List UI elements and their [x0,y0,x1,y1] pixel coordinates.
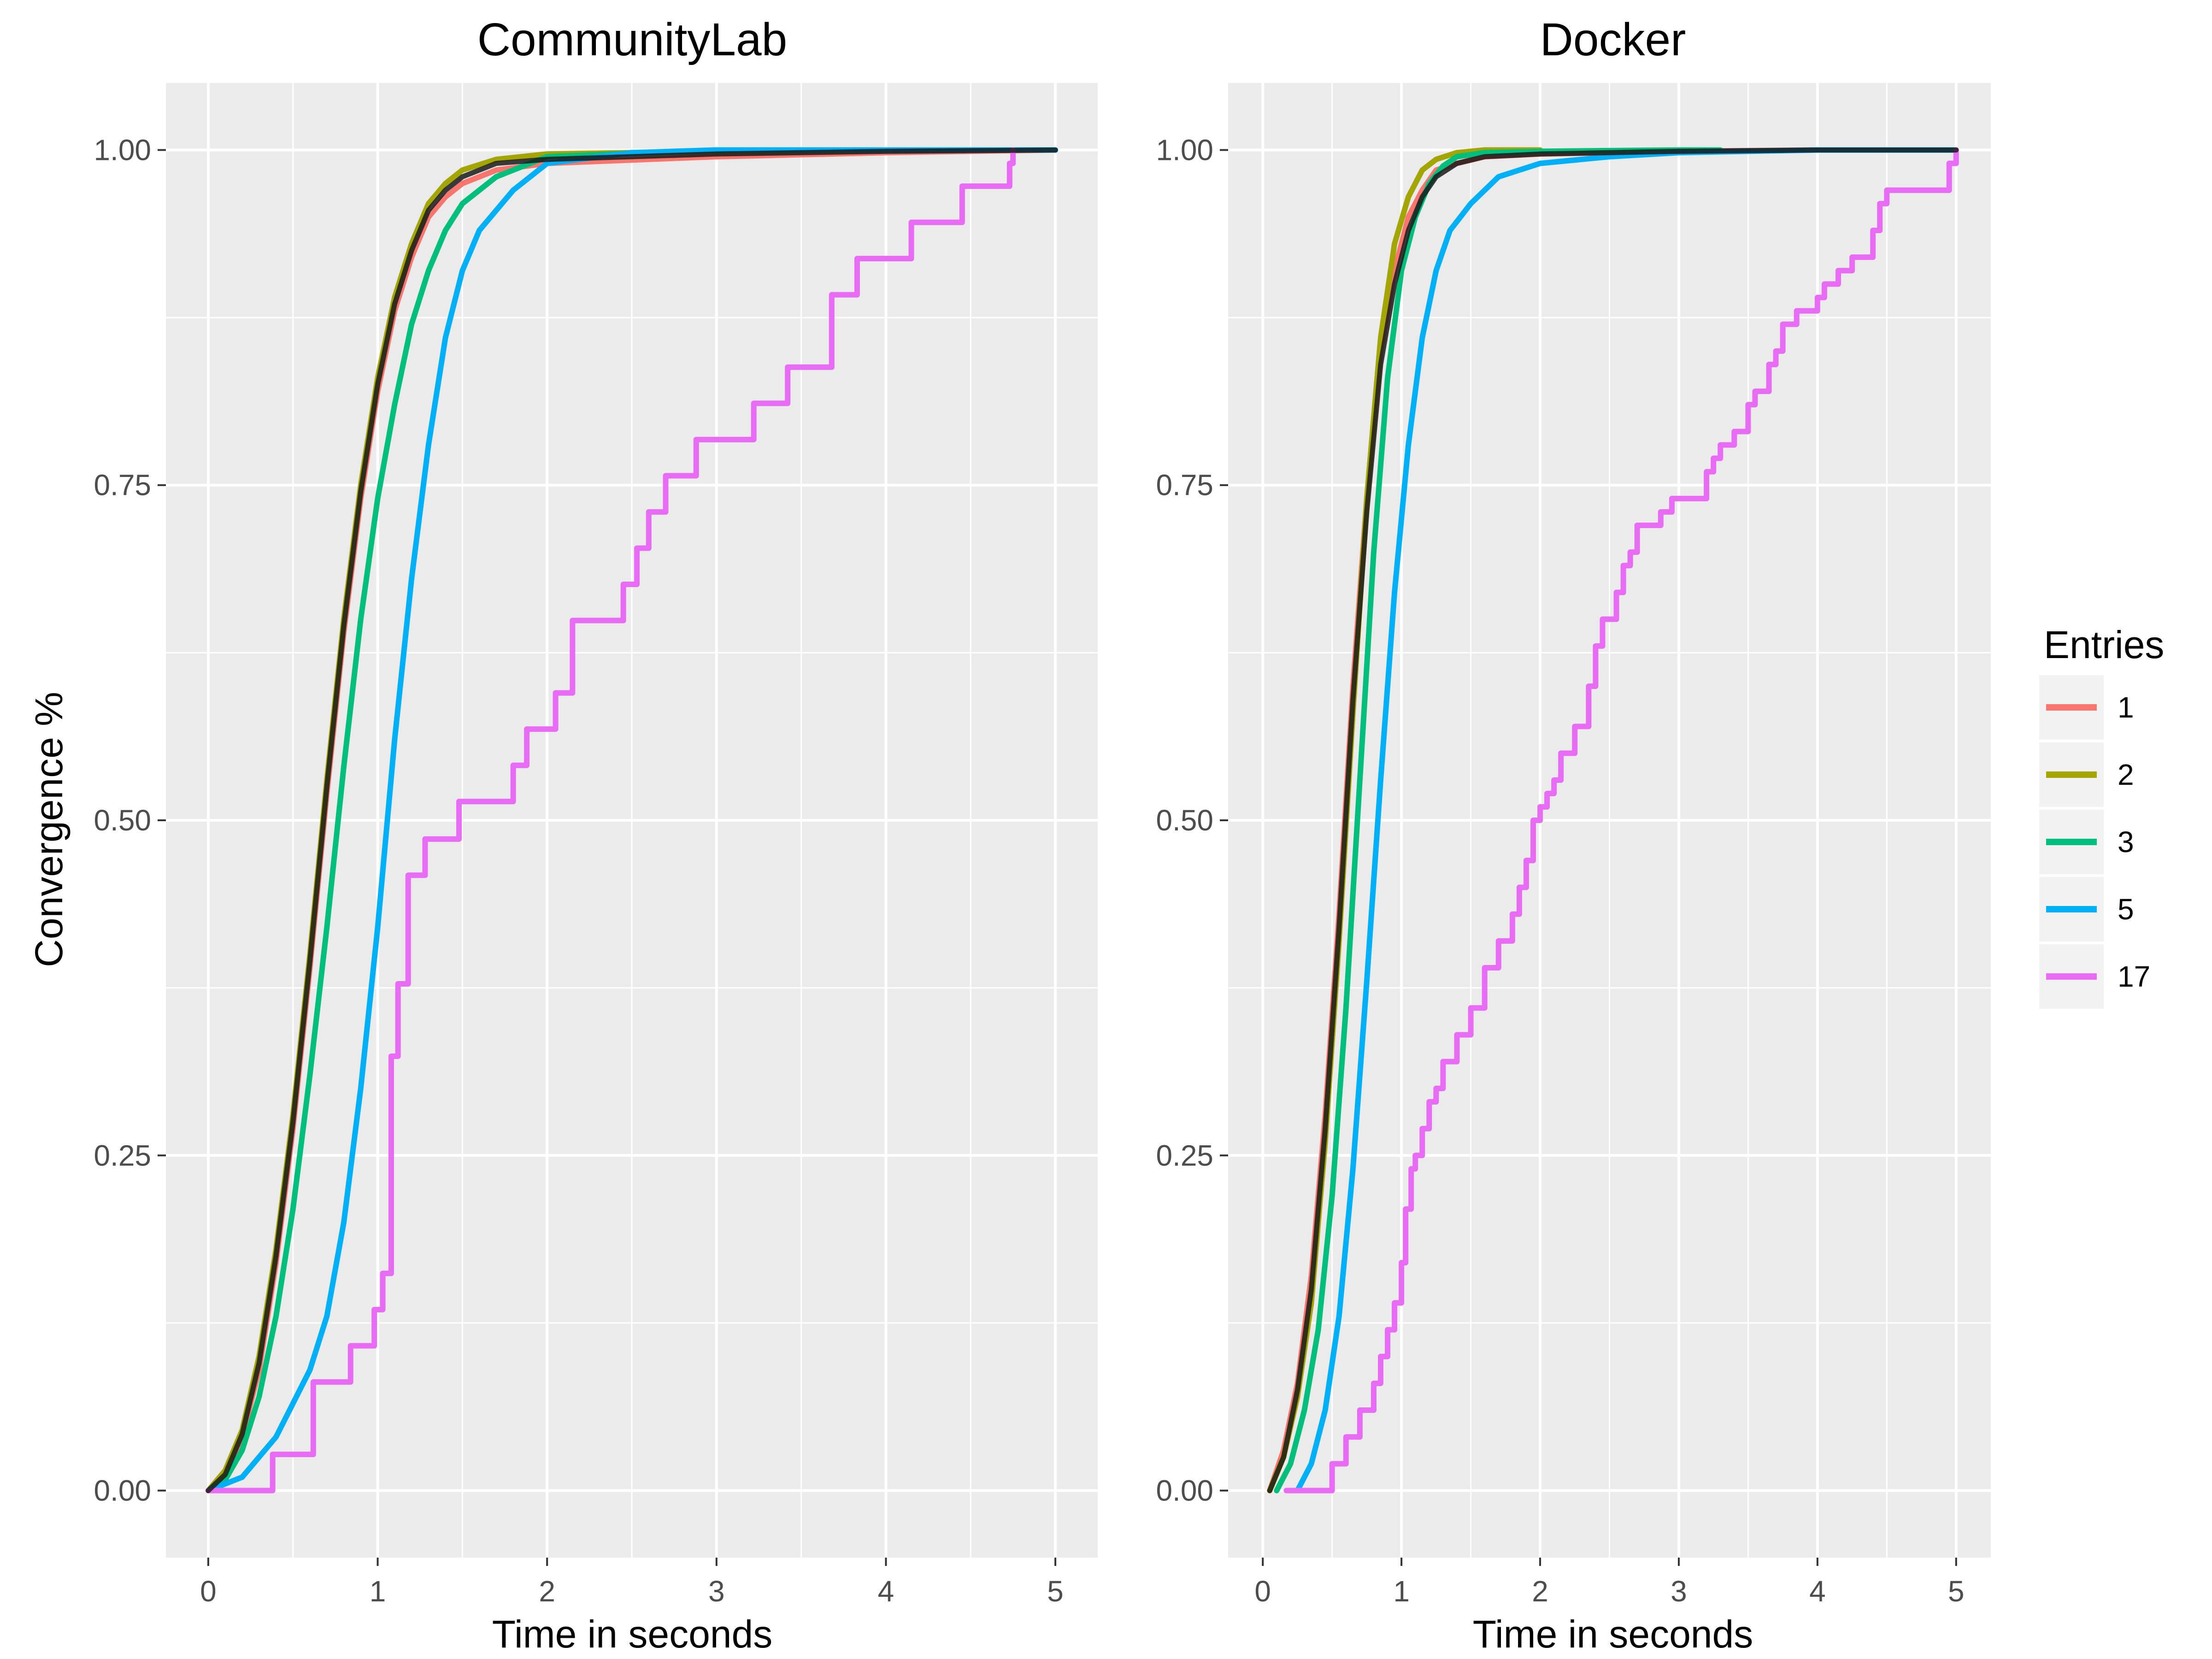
y-tick-label: 0.75 [1156,469,1213,502]
reference-curve-line [1267,147,1959,1494]
x-axis-title: Time in seconds [492,1612,772,1656]
y-tick-label: 0.50 [94,804,151,837]
x-tick-label: 4 [878,1575,894,1608]
y-axis-title: Convergence % [27,692,71,967]
x-tick-label: 0 [1254,1575,1271,1608]
y-tick-label: 1.00 [94,133,151,166]
y-tick-label: 0.00 [94,1474,151,1507]
x-tick-label: 5 [1948,1575,1965,1608]
x-tick-label: 1 [1393,1575,1410,1608]
y-tick-label: 1.00 [1156,133,1213,166]
reference-curve-line [206,147,1058,1494]
panel-docker: Docker Time in seconds 0 1 2 3 4 5 0.00 0.25 0.5… [1156,14,1991,1656]
series-line-3 [1274,147,1724,1494]
panel-title: Docker [1540,14,1686,65]
series-line-3 [205,147,1059,1494]
series-line-17 [205,147,1016,1494]
series-line-5 [1294,147,1959,1494]
x-tick-label: 5 [1047,1575,1064,1608]
legend-label-2: 2 [2118,758,2134,791]
y-tick-label: 0.50 [1156,804,1213,837]
x-tick-label: 3 [708,1575,725,1608]
y-tick-label: 0.25 [1156,1139,1213,1172]
x-tick-label: 0 [200,1575,217,1608]
legend-label-1: 1 [2118,691,2134,724]
x-tick-label: 3 [1671,1575,1687,1608]
legend-label-17: 17 [2118,960,2150,993]
x-tick-label: 1 [370,1575,386,1608]
legend: Entries 1 2 3 5 17 [2039,623,2164,1009]
legend-label-5: 5 [2118,893,2134,926]
panel-communitylab: CommunityLab Time in seconds Convergence… [27,14,1098,1656]
panel-title: CommunityLab [477,14,788,65]
y-tick-label: 0.75 [94,469,151,502]
legend-title: Entries [2044,623,2164,666]
x-axis-title: Time in seconds [1473,1612,1753,1656]
x-tick-label: 2 [539,1575,555,1608]
legend-label-3: 3 [2118,825,2134,859]
series-line-17 [1283,147,1959,1494]
y-tick-label: 0.00 [1156,1474,1213,1507]
x-tick-label: 4 [1809,1575,1826,1608]
y-tick-label: 0.25 [94,1139,151,1172]
x-tick-label: 2 [1532,1575,1548,1608]
